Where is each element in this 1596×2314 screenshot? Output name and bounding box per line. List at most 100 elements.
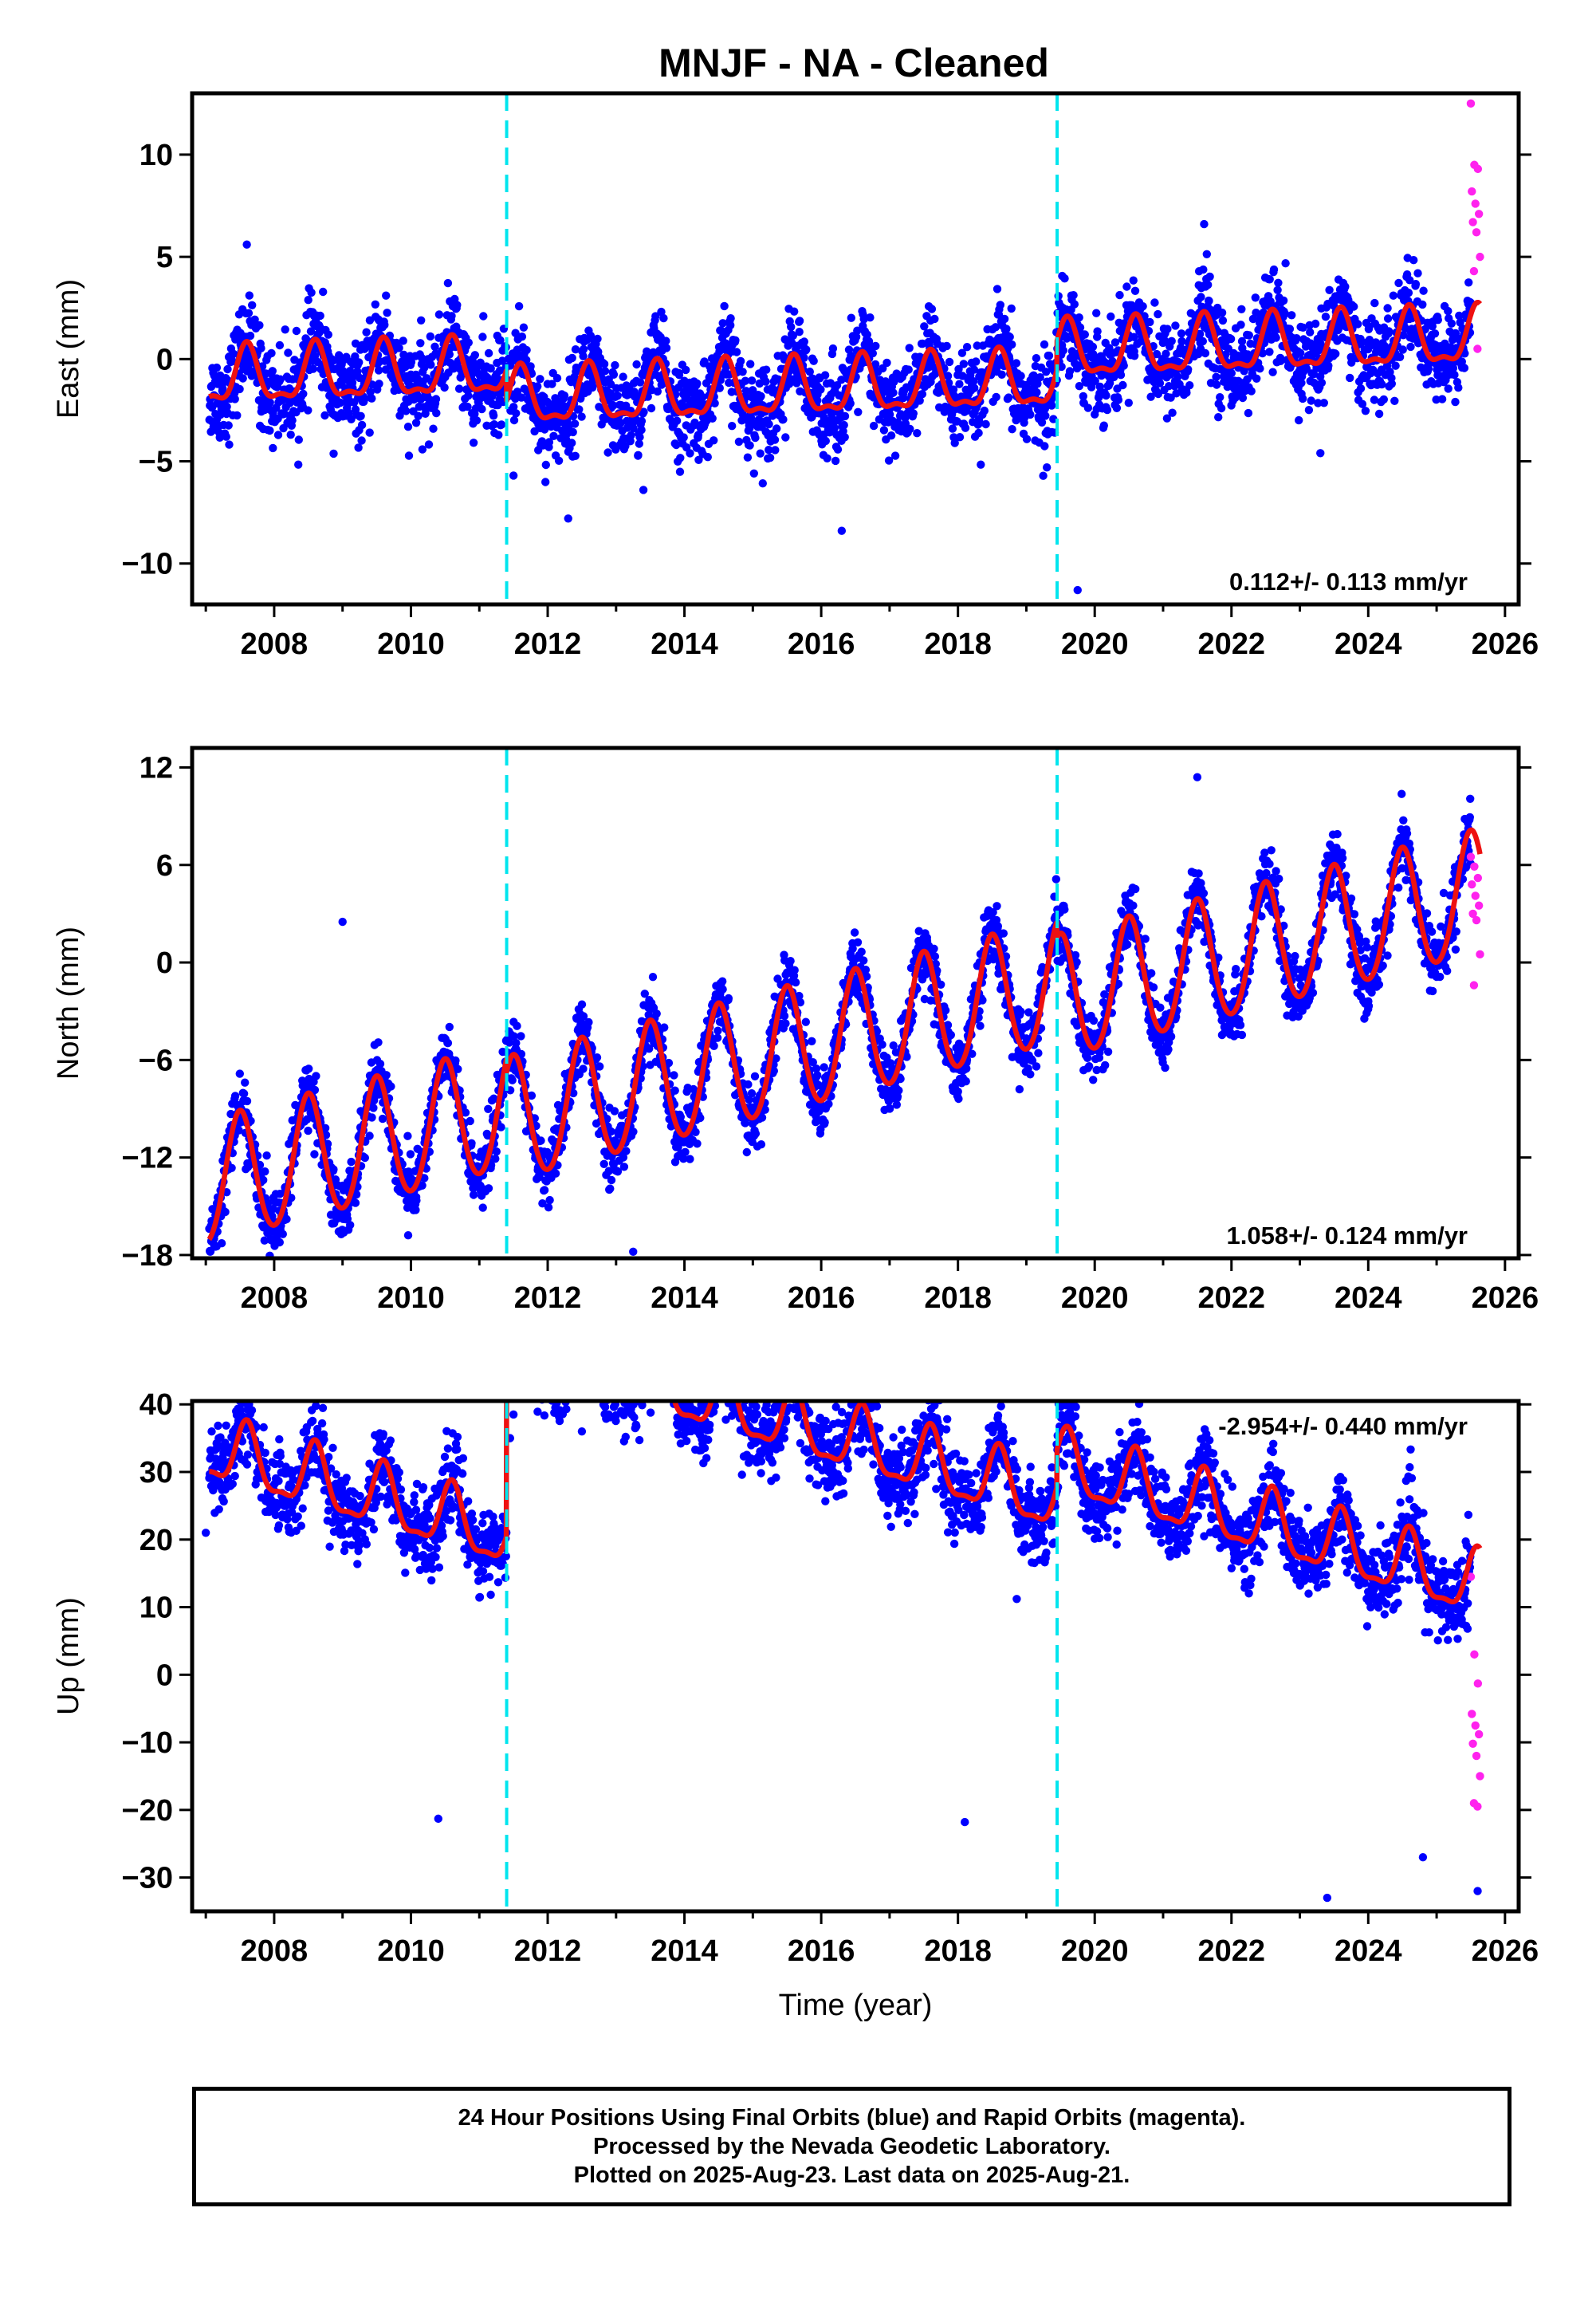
data-point [1177, 329, 1186, 338]
data-point [568, 439, 576, 447]
data-point [346, 1221, 355, 1230]
data-point [1205, 297, 1213, 305]
data-point [1409, 256, 1418, 265]
outlier-point [1042, 463, 1052, 472]
data-point [780, 1011, 789, 1021]
data-point [871, 341, 880, 351]
data-point [430, 342, 439, 351]
data-point [1350, 302, 1358, 311]
data-point [996, 301, 1005, 309]
data-point [1437, 395, 1447, 403]
data-point [955, 380, 964, 388]
data-point [652, 1009, 661, 1018]
data-point [454, 1065, 462, 1074]
data-point [635, 433, 644, 442]
data-point [512, 1038, 521, 1048]
data-point [945, 357, 954, 367]
data-point [316, 311, 324, 321]
data-point [1205, 272, 1214, 281]
data-point [432, 408, 441, 418]
data-point [728, 422, 737, 431]
data-point [1217, 403, 1226, 413]
data-point [443, 1038, 453, 1048]
data-point [596, 1062, 604, 1071]
data-point [1418, 300, 1427, 309]
data-point [781, 433, 790, 442]
data-point [1115, 290, 1124, 300]
data-point [1265, 348, 1274, 356]
data-point [961, 423, 970, 432]
data-point [221, 1207, 230, 1217]
data-point [1116, 371, 1126, 380]
data-point [790, 307, 799, 316]
data-point [570, 419, 580, 428]
data-point [479, 312, 488, 321]
data-point [1285, 325, 1295, 333]
data-point [1197, 293, 1205, 301]
data-point [402, 407, 411, 415]
data-point [568, 427, 577, 437]
data-point [839, 420, 848, 430]
data-point [1154, 309, 1162, 319]
data-point [1129, 276, 1138, 285]
data-point [670, 1086, 679, 1095]
data-point [930, 314, 939, 324]
data-point [541, 460, 550, 470]
data-point [1065, 367, 1075, 376]
data-point [599, 360, 609, 368]
data-point [281, 325, 289, 334]
data-point [371, 300, 379, 309]
data-point [637, 426, 646, 435]
data-point [821, 436, 831, 446]
data-point [787, 322, 796, 332]
data-point [1354, 320, 1362, 329]
data-point [1281, 259, 1290, 268]
data-point [294, 460, 303, 469]
data-point [1168, 408, 1177, 417]
data-point [1395, 352, 1405, 361]
data-point [375, 1060, 385, 1068]
data-point [577, 412, 586, 421]
data-point [977, 460, 985, 469]
data-point [412, 1196, 421, 1205]
data-point [447, 312, 456, 321]
data-point [1383, 304, 1392, 313]
data-point [230, 395, 239, 403]
data-point [1007, 304, 1016, 313]
data-point [1391, 361, 1400, 370]
data-point [1163, 325, 1172, 333]
x-tick-label: 2026 [1472, 628, 1539, 661]
rapid-point [1476, 252, 1484, 262]
data-point [1118, 380, 1127, 390]
data-point [795, 328, 804, 336]
data-point [304, 1126, 313, 1135]
x-tick-label: 2020 [1061, 628, 1129, 661]
data-point [310, 1150, 319, 1159]
data-point [1292, 334, 1301, 343]
data-point [223, 364, 232, 374]
data-point [472, 416, 482, 425]
data-point [681, 1147, 690, 1157]
data-point [484, 1104, 493, 1114]
data-point [375, 380, 383, 388]
outlier-point [1316, 449, 1325, 458]
data-point [751, 1129, 761, 1138]
data-point [399, 336, 407, 345]
data-point [831, 456, 840, 466]
data-point [261, 1167, 269, 1176]
data-point [1279, 296, 1288, 305]
data-point [1413, 269, 1422, 277]
data-point [360, 1153, 369, 1163]
data-point [1214, 413, 1223, 422]
rapid-point [1472, 228, 1481, 237]
data-point [756, 449, 765, 458]
data-point [1394, 278, 1403, 288]
data-point [1378, 380, 1386, 389]
data-point [1198, 336, 1208, 346]
data-point [265, 398, 274, 407]
data-point [1122, 282, 1131, 291]
data-point [1162, 349, 1170, 358]
data-point [1447, 319, 1456, 328]
data-point [275, 1238, 284, 1247]
